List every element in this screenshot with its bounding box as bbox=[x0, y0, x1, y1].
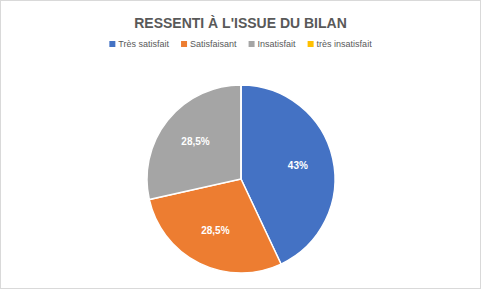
background bbox=[1, 1, 481, 289]
data-label: 28,5% bbox=[181, 136, 209, 147]
legend-swatch bbox=[181, 41, 187, 47]
legend-item: Insatisfait bbox=[249, 39, 297, 49]
title: RESSENTI À L'ISSUE DU BILAN bbox=[134, 15, 347, 31]
legend-item: Très satisfait bbox=[109, 39, 169, 49]
legend-label: Très satisfait bbox=[118, 39, 169, 49]
slice bbox=[240, 85, 242, 179]
legend-item: très insatisfait bbox=[308, 39, 373, 49]
legend-swatch bbox=[109, 41, 115, 47]
legend-item: Satisfaisant bbox=[181, 39, 237, 49]
data-labels: 43% 28,5% 28,5% bbox=[181, 136, 308, 236]
legend-label: très insatisfait bbox=[317, 39, 373, 49]
legend-swatch bbox=[249, 41, 255, 47]
legend-label: Insatisfait bbox=[258, 39, 297, 49]
legend-label: Satisfaisant bbox=[190, 39, 237, 49]
slice bbox=[147, 85, 241, 200]
legend: Très satisfait Satisfaisant Insatisfait trè… bbox=[109, 39, 372, 49]
chart: RESSENTI À L'ISSUE DU BILAN Très satisfai… bbox=[0, 0, 481, 289]
data-label: 28,5% bbox=[201, 225, 229, 236]
legend-swatch bbox=[308, 41, 314, 47]
data-label: 43% bbox=[288, 160, 308, 171]
pie bbox=[147, 85, 335, 273]
